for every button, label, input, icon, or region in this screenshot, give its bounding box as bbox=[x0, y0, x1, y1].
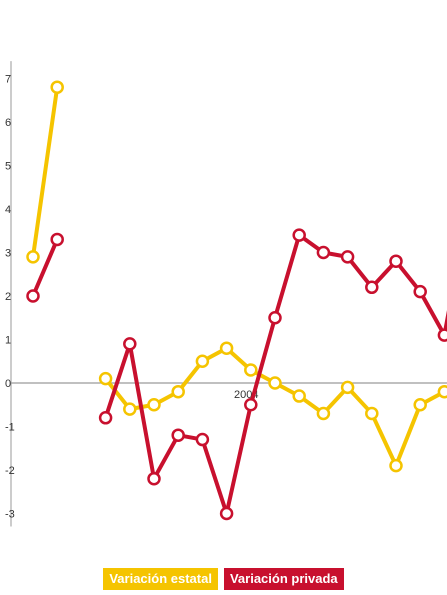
data-point bbox=[413, 284, 427, 299]
data-point bbox=[316, 406, 331, 421]
data-point bbox=[244, 398, 258, 412]
data-point bbox=[147, 471, 161, 486]
data-point bbox=[292, 389, 306, 403]
y-tick-label: 1 bbox=[5, 335, 11, 347]
data-point bbox=[50, 232, 64, 247]
legend-item-estatal: Variación estatal bbox=[103, 568, 218, 590]
data-point bbox=[195, 432, 210, 447]
data-point bbox=[26, 250, 40, 264]
data-point bbox=[437, 384, 447, 399]
data-point bbox=[340, 380, 355, 395]
data-point bbox=[340, 250, 355, 264]
data-point bbox=[268, 311, 282, 325]
data-point bbox=[26, 289, 40, 303]
y-tick-label: -2 bbox=[5, 465, 15, 477]
series-line bbox=[31, 237, 60, 298]
data-point bbox=[98, 411, 113, 425]
data-point bbox=[268, 376, 282, 390]
data-point bbox=[437, 328, 447, 342]
y-tick-label: 3 bbox=[5, 248, 11, 260]
y-tick-label: 2 bbox=[5, 291, 11, 303]
data-point bbox=[389, 458, 403, 473]
y-tick-label: 6 bbox=[5, 117, 11, 129]
data-point bbox=[365, 406, 379, 421]
data-point bbox=[219, 506, 234, 521]
data-point bbox=[50, 80, 64, 94]
data-point bbox=[98, 371, 113, 386]
data-point bbox=[413, 398, 427, 412]
data-point bbox=[316, 245, 331, 260]
data-point bbox=[195, 354, 210, 368]
data-point bbox=[244, 363, 258, 377]
data-point bbox=[219, 341, 234, 355]
data-point bbox=[147, 398, 161, 412]
y-tick-label: 7 bbox=[5, 74, 11, 86]
y-tick-label: 5 bbox=[5, 161, 11, 173]
data-point bbox=[389, 254, 403, 268]
y-tick-label: -1 bbox=[5, 422, 15, 434]
series-line bbox=[31, 85, 60, 259]
legend: Variación estatal Variación privada bbox=[0, 568, 447, 590]
data-point bbox=[365, 280, 379, 295]
data-point bbox=[123, 337, 137, 351]
data-point bbox=[171, 428, 185, 442]
y-tick-label: -3 bbox=[5, 509, 15, 521]
legend-item-privada: Variación privada bbox=[223, 568, 344, 590]
y-tick-label: 4 bbox=[5, 204, 11, 216]
y-tick-label: 0 bbox=[5, 378, 11, 390]
data-point bbox=[171, 384, 185, 399]
data-point bbox=[292, 228, 306, 242]
data-point bbox=[123, 402, 137, 416]
